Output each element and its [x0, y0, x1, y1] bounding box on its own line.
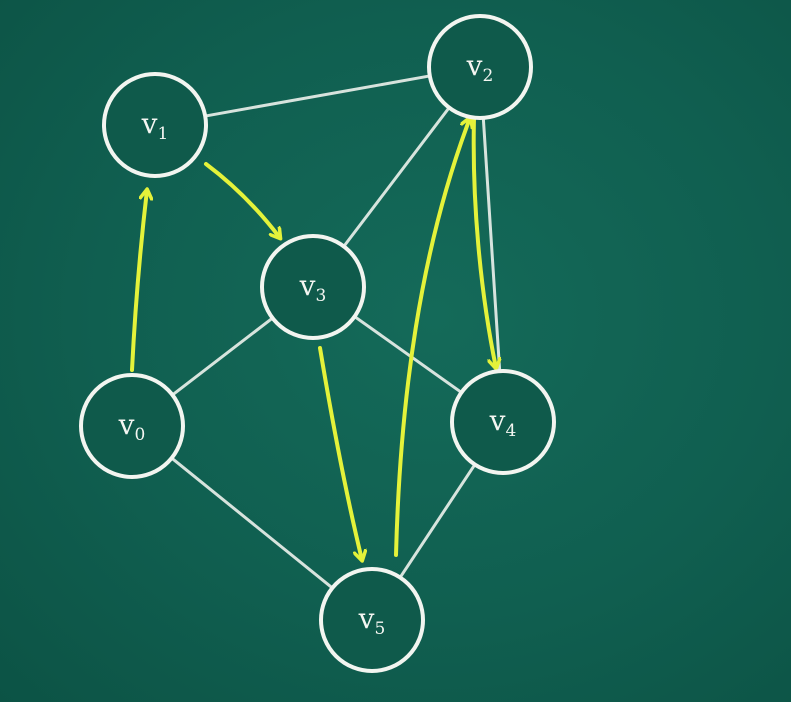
node-label: v0: [118, 408, 146, 445]
traversal-arrows: [130, 116, 496, 560]
node-label-subscript: 2: [483, 66, 494, 86]
node-circle: [260, 234, 366, 340]
node-label-base: v: [118, 408, 135, 441]
edge-v0-v3: [170, 316, 275, 397]
node-label-subscript: 5: [375, 619, 386, 639]
node-label-subscript: 4: [506, 421, 517, 441]
traversal-arrow-v3-v5: [318, 346, 362, 560]
node-label-base: v: [358, 602, 375, 635]
traversal-arrow-v5-v2: [394, 118, 470, 557]
node-label-base: v: [299, 269, 316, 302]
node-label: v3: [299, 269, 327, 306]
node-v5: v5: [319, 567, 425, 673]
traversal-arrow-v1-v3: [204, 162, 280, 238]
edge-v2-v4: [481, 116, 502, 373]
node-circle: [319, 567, 425, 673]
edges: [170, 74, 502, 590]
node-v0: v0: [79, 373, 185, 479]
node-circle: [79, 373, 185, 479]
node-v4: v4: [450, 369, 556, 475]
node-circle: [427, 14, 533, 120]
node-label: v4: [489, 404, 517, 441]
node-circle: [450, 369, 556, 475]
edge-v4-v5: [398, 463, 477, 579]
node-label: v1: [141, 107, 169, 144]
edge-v1-v2: [203, 74, 432, 118]
node-v2: v2: [427, 14, 533, 120]
node-label-base: v: [141, 107, 158, 140]
node-label: v5: [358, 602, 386, 639]
node-label-subscript: 1: [158, 124, 169, 144]
node-label-base: v: [466, 49, 483, 82]
edge-v2-v3: [342, 106, 451, 248]
node-v3: v3: [260, 234, 366, 340]
node-label-subscript: 3: [316, 286, 327, 306]
node-label: v2: [466, 49, 494, 86]
node-v1: v1: [102, 72, 208, 178]
node-label-base: v: [489, 404, 506, 437]
traversal-arrow-v0-v1: [130, 190, 147, 372]
traversal-arrow-v2-v4: [471, 116, 496, 368]
node-circle: [102, 72, 208, 178]
edge-v3-v4: [353, 315, 463, 394]
node-label-subscript: 0: [135, 425, 146, 445]
edge-v0-v5: [170, 456, 334, 590]
